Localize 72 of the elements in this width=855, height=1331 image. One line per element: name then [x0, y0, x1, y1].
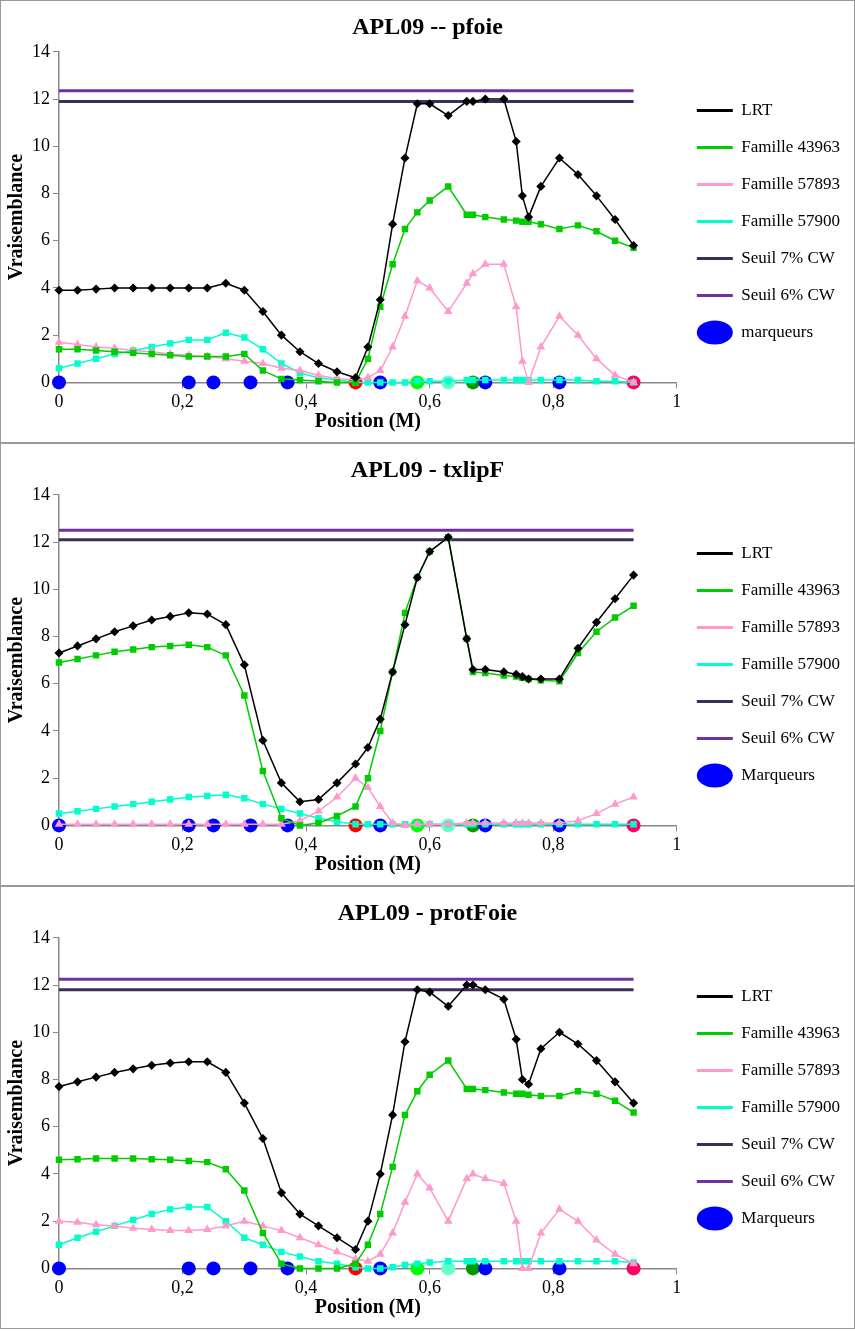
- x-tick-label: 0,4: [294, 1276, 318, 1297]
- x-axis-title: Position (M): [314, 409, 421, 433]
- legend-label: Famille 43963: [741, 1022, 841, 1042]
- legend-label: Famille 57900: [741, 1096, 841, 1116]
- y-tick-label: 14: [32, 926, 50, 947]
- legend-label: Marqueurs: [741, 1207, 815, 1227]
- x-tick-label: 0,4: [294, 390, 318, 411]
- y-tick-label: 6: [41, 229, 50, 250]
- y-tick-label: 0: [41, 814, 50, 835]
- legend-label: Famille 57893: [741, 1059, 841, 1079]
- y-tick-label: 2: [41, 766, 50, 787]
- y-tick-label: 4: [41, 276, 50, 297]
- legend-label: Seuil 7% CW: [741, 247, 836, 267]
- x-tick-label: 0,8: [542, 833, 565, 854]
- y-tick-label: 12: [32, 530, 50, 551]
- legend-label: Seuil 6% CW: [741, 727, 836, 747]
- y-tick-label: 12: [32, 973, 50, 994]
- y-tick-label: 6: [41, 672, 50, 693]
- y-tick-label: 10: [32, 1020, 50, 1041]
- chart-title: APL09 -- pfoie: [352, 12, 504, 39]
- y-tick-label: 14: [32, 483, 50, 504]
- x-tick-label: 0,8: [542, 390, 565, 411]
- x-tick-label: 0,8: [542, 1276, 565, 1297]
- legend-label: Famille 57893: [741, 616, 841, 636]
- x-tick-label: 0: [54, 1276, 64, 1297]
- x-axis-title: Position (M): [314, 852, 421, 876]
- legend-label: Seuil 6% CW: [741, 1170, 836, 1190]
- chart-title: APL09 - protFoie: [337, 898, 518, 925]
- y-tick-label: 8: [41, 182, 50, 203]
- y-tick-label: 4: [41, 719, 50, 740]
- legend-label: LRT: [741, 99, 774, 119]
- y-tick-label: 10: [32, 577, 50, 598]
- y-tick-label: 2: [41, 1209, 50, 1230]
- x-tick-label: 1: [672, 1276, 682, 1297]
- chart-title: APL09 - txlipF: [350, 455, 505, 482]
- y-axis-title: Vraisemblance: [4, 1039, 27, 1167]
- x-tick-label: 1: [672, 833, 682, 854]
- legend-label: marqueurs: [741, 321, 814, 341]
- y-tick-label: 14: [32, 40, 50, 61]
- y-tick-label: 0: [41, 371, 50, 392]
- legend-label: Seuil 7% CW: [741, 690, 836, 710]
- y-axis-title: Vraisemblance: [4, 153, 27, 281]
- x-tick-label: 0,2: [171, 1276, 194, 1297]
- y-tick-label: 4: [41, 1162, 50, 1183]
- x-tick-label: 0,6: [418, 390, 441, 411]
- x-tick-label: 0: [54, 390, 64, 411]
- x-tick-label: 0,6: [418, 833, 441, 854]
- legend-label: Marqueurs: [741, 764, 815, 784]
- x-tick-label: 0,2: [171, 833, 194, 854]
- x-tick-label: 0,2: [171, 390, 194, 411]
- legend-label: Famille 57900: [741, 210, 841, 230]
- legend-label: LRT: [741, 542, 774, 562]
- y-tick-label: 8: [41, 1068, 50, 1089]
- x-axis-title: Position (M): [314, 1295, 421, 1319]
- legend-label: Famille 57893: [741, 173, 841, 193]
- legend-label: Famille 57900: [741, 653, 841, 673]
- y-axis-title: Vraisemblance: [4, 596, 27, 724]
- legend-label: Famille 43963: [741, 136, 841, 156]
- legend-label: Seuil 7% CW: [741, 1133, 836, 1153]
- x-tick-label: 1: [672, 390, 682, 411]
- legend-label: Seuil 6% CW: [741, 284, 836, 304]
- x-tick-label: 0,6: [418, 1276, 441, 1297]
- y-tick-label: 8: [41, 625, 50, 646]
- x-tick-label: 0,4: [294, 833, 318, 854]
- y-tick-label: 6: [41, 1115, 50, 1136]
- y-tick-label: 0: [41, 1257, 50, 1278]
- y-tick-label: 12: [32, 87, 50, 108]
- x-tick-label: 0: [54, 833, 64, 854]
- legend-label: LRT: [741, 985, 774, 1005]
- y-tick-label: 2: [41, 323, 50, 344]
- legend-label: Famille 43963: [741, 579, 841, 599]
- y-tick-label: 10: [32, 134, 50, 155]
